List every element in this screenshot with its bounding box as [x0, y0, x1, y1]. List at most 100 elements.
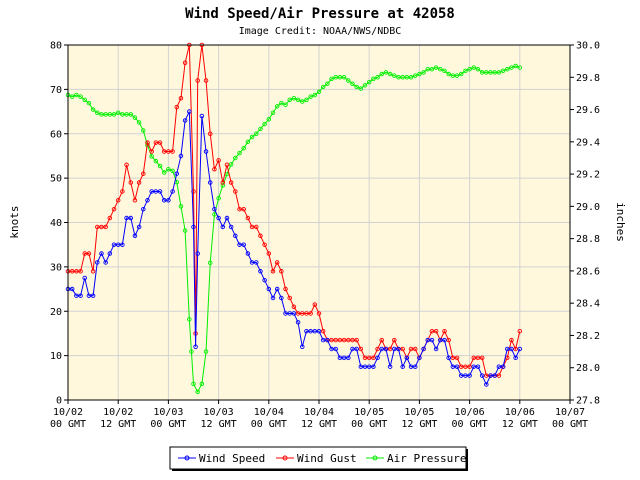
data-point-air-pressure: [207, 260, 213, 266]
data-point-air-pressure: [69, 94, 75, 99]
data-point-wind-gust: [350, 337, 355, 343]
data-point-air-pressure: [337, 75, 343, 80]
data-point-air-pressure: [287, 97, 292, 103]
data-point-air-pressure: [82, 97, 87, 103]
data-point-air-pressure: [212, 212, 217, 217]
data-point-air-pressure: [375, 75, 380, 80]
data-point-wind-speed: [107, 251, 113, 256]
x-tick-time: 00 GMT: [251, 419, 287, 430]
left-tick-label: 60: [50, 129, 62, 140]
data-point-wind-gust: [207, 131, 213, 136]
data-point-wind-gust: [484, 373, 489, 378]
x-tick-date: 10/05: [404, 407, 434, 418]
data-point-wind-gust: [274, 260, 280, 265]
chart-subtitle: Image Credit: NOAA/NWS/NDBC: [239, 26, 402, 37]
data-point-wind-gust: [412, 346, 418, 352]
x-tick-date: 10/07: [555, 407, 585, 418]
data-point-air-pressure: [233, 155, 238, 161]
data-point-air-pressure: [383, 70, 389, 75]
data-point-wind-gust: [371, 355, 376, 361]
data-point-air-pressure: [111, 112, 117, 117]
data-point-air-pressure: [157, 163, 163, 169]
data-point-wind-gust: [463, 364, 468, 369]
data-point-wind-gust: [253, 224, 259, 230]
data-point-air-pressure: [488, 70, 493, 75]
data-point-wind-speed: [157, 189, 163, 194]
data-point-wind-speed: [396, 346, 401, 352]
data-point-wind-speed: [400, 364, 405, 369]
data-point-wind-speed: [425, 337, 431, 343]
data-point-air-pressure: [425, 66, 431, 72]
data-point-air-pressure: [300, 99, 305, 104]
data-point-wind-gust: [442, 328, 447, 334]
data-point-wind-speed: [258, 269, 263, 274]
data-point-wind-gust: [86, 251, 92, 256]
right-tick-label: 28.2: [576, 331, 600, 342]
data-point-air-pressure: [429, 66, 435, 72]
data-point-wind-speed: [442, 337, 447, 343]
data-point-wind-speed: [141, 206, 146, 212]
data-point-air-pressure: [132, 115, 138, 120]
x-tick-date: 10/03: [153, 407, 183, 418]
data-point-air-pressure: [74, 92, 79, 98]
data-point-wind-speed: [358, 364, 364, 369]
right-tick-label: 29.6: [576, 105, 600, 116]
data-point-air-pressure: [479, 70, 485, 75]
data-point-wind-speed: [417, 355, 422, 361]
data-point-air-pressure: [103, 112, 108, 117]
data-point-air-pressure: [245, 139, 251, 145]
data-point-air-pressure: [253, 131, 259, 136]
data-point-wind-gust: [392, 337, 397, 343]
x-tick-time: 12 GMT: [100, 419, 136, 430]
data-point-wind-gust: [157, 140, 163, 145]
data-point-wind-gust: [120, 189, 125, 194]
data-point-wind-gust: [433, 328, 439, 334]
data-point-wind-speed: [304, 328, 309, 334]
data-point-wind-gust: [375, 346, 380, 352]
data-point-wind-speed: [212, 206, 217, 212]
data-point-air-pressure: [220, 183, 226, 188]
data-point-air-pressure: [404, 75, 410, 80]
data-point-wind-gust: [517, 328, 523, 334]
data-point-wind-gust: [304, 311, 309, 316]
data-point-air-pressure: [442, 68, 447, 74]
data-point-air-pressure: [149, 154, 154, 159]
data-point-air-pressure: [241, 146, 246, 151]
data-point-air-pressure: [362, 83, 368, 88]
data-point-air-pressure: [274, 104, 280, 109]
data-point-wind-gust: [258, 233, 263, 239]
data-point-wind-speed: [350, 346, 355, 352]
data-point-wind-gust: [400, 346, 405, 352]
data-point-wind-gust: [203, 78, 209, 83]
data-point-wind-speed: [308, 328, 313, 334]
data-point-wind-speed: [136, 224, 142, 230]
data-point-wind-speed: [412, 364, 418, 369]
right-tick-label: 28.4: [576, 299, 600, 310]
x-tick-date: 10/06: [505, 407, 535, 418]
data-point-wind-speed: [149, 189, 154, 194]
data-point-wind-gust: [467, 364, 472, 369]
data-point-wind-gust: [262, 242, 267, 247]
data-point-air-pressure: [237, 150, 242, 156]
data-point-wind-gust: [174, 104, 180, 110]
data-point-wind-speed: [237, 242, 242, 247]
series-air-pressure: [65, 63, 523, 395]
data-point-wind-speed: [287, 311, 292, 316]
data-point-wind-gust: [245, 215, 251, 221]
data-point-wind-speed: [450, 364, 456, 369]
data-point-wind-speed: [325, 337, 330, 343]
x-tick-date: 10/04: [254, 407, 284, 418]
data-point-air-pressure: [366, 79, 372, 85]
data-point-air-pressure: [199, 381, 205, 387]
data-point-air-pressure: [78, 94, 83, 99]
data-point-air-pressure: [421, 70, 426, 75]
data-point-air-pressure: [408, 75, 414, 80]
data-point-wind-gust: [82, 251, 87, 256]
data-point-wind-gust: [308, 311, 313, 316]
data-point-air-pressure: [312, 92, 318, 98]
data-point-air-pressure: [329, 76, 334, 82]
data-point-wind-gust: [182, 60, 188, 66]
data-point-air-pressure: [492, 70, 497, 75]
data-point-wind-speed: [170, 189, 175, 194]
data-point-air-pressure: [228, 162, 234, 167]
